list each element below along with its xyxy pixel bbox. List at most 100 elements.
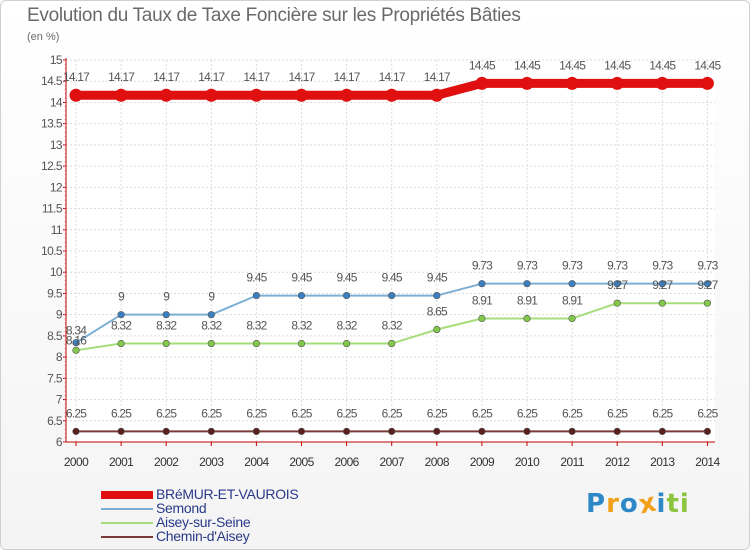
y-tick-label: 8.5 [47, 329, 63, 343]
y-tick-label: 15 [50, 53, 63, 67]
y-tick-label: 13 [50, 138, 63, 152]
data-point [72, 339, 80, 347]
x-tick-label: 2013 [650, 455, 675, 469]
data-point [162, 339, 170, 348]
data-label: 8.34 [66, 324, 87, 338]
data-label: 8.32 [201, 319, 222, 333]
data-label: 14.17 [153, 70, 180, 84]
data-label: 14.45 [514, 58, 541, 72]
data-label: 6.25 [246, 406, 267, 420]
y-tick-label: 7 [56, 393, 63, 407]
legend-swatch [101, 536, 153, 538]
data-label: 9.45 [246, 271, 267, 285]
data-label: 14.17 [243, 70, 270, 84]
data-point [478, 314, 486, 323]
x-tick-label: 2012 [605, 455, 630, 469]
data-label: 8.32 [246, 319, 267, 333]
data-point [252, 291, 260, 300]
data-label: 6.25 [201, 406, 222, 420]
data-label: 9 [118, 290, 125, 304]
data-point [700, 76, 714, 90]
data-point [568, 314, 576, 323]
y-tick-label: 11.5 [42, 202, 63, 216]
legend-label: BRéMUR-ET-VAUROIS [156, 486, 299, 502]
data-point [72, 427, 80, 435]
data-label: 6.25 [156, 406, 177, 420]
logo-letter: i [656, 489, 667, 519]
data-point [295, 88, 308, 102]
data-point [655, 76, 669, 90]
data-label: 6.25 [111, 406, 132, 420]
x-tick-label: 2009 [470, 455, 495, 469]
data-point [343, 291, 351, 300]
data-label: 6.25 [472, 406, 493, 420]
data-label: 6.25 [427, 406, 448, 420]
data-point [117, 311, 125, 319]
data-point [207, 311, 215, 319]
y-tick-label: 10.5 [41, 244, 63, 258]
data-point [343, 339, 351, 348]
y-tick-label: 14.5 [41, 74, 63, 88]
data-point [703, 299, 712, 307]
data-label: 14.45 [604, 58, 631, 72]
data-label: 9.73 [517, 259, 538, 273]
x-tick-label: 2003 [199, 455, 224, 469]
data-point [523, 280, 531, 288]
x-tick-label: 2002 [154, 455, 179, 469]
legend-swatch [101, 491, 153, 499]
data-label: 9 [163, 290, 170, 304]
data-label: 6.25 [697, 406, 718, 420]
data-label: 8.91 [517, 293, 538, 307]
data-label: 9.27 [607, 278, 628, 292]
y-tick-label: 11 [51, 223, 63, 237]
data-label: 6.25 [66, 406, 87, 420]
data-label: 9.45 [337, 271, 358, 285]
y-tick-label: 12.5 [41, 159, 63, 173]
data-point [433, 325, 441, 334]
y-tick-label: 7.5 [47, 371, 63, 385]
data-label: 8.91 [472, 293, 493, 307]
x-tick-label: 2005 [289, 455, 314, 469]
data-point [610, 76, 624, 90]
data-label: 8.16 [66, 333, 87, 347]
data-point [297, 291, 306, 300]
data-point [117, 427, 125, 435]
data-point [249, 88, 263, 102]
data-label: 14.45 [649, 58, 676, 72]
chart-title: Evolution du Taux de Taxe Foncière sur l… [27, 5, 521, 26]
data-point [475, 76, 489, 90]
x-tick-label: 2008 [425, 455, 450, 469]
legend-label: Chemin-d'Aisey [156, 528, 250, 544]
logo-letter: P [586, 489, 607, 519]
data-point [568, 427, 576, 435]
data-label: 9.73 [472, 259, 493, 273]
data-point [565, 76, 579, 90]
data-point [385, 88, 399, 102]
data-label: 9.45 [427, 271, 448, 285]
data-point [252, 427, 260, 435]
data-point [72, 346, 80, 354]
x-tick-label: 2010 [515, 455, 540, 469]
data-label: 9.73 [607, 259, 628, 273]
data-label: 14.17 [334, 70, 361, 84]
data-point [207, 339, 215, 348]
data-label: 14.17 [379, 70, 406, 84]
data-point [520, 76, 534, 90]
data-point [297, 427, 306, 435]
x-tick-label: 2001 [109, 455, 134, 469]
logo-letter: o [619, 489, 639, 519]
x-tick-label: 2000 [64, 455, 89, 469]
data-label: 14.17 [424, 70, 451, 84]
data-label: 9 [208, 290, 215, 304]
data-point [703, 427, 712, 435]
legend-swatch [101, 522, 153, 524]
data-point [252, 339, 260, 348]
data-label: 9.45 [291, 271, 312, 285]
x-tick-label: 2004 [244, 455, 269, 469]
y-tick-label: 10 [50, 265, 63, 279]
data-label: 8.65 [427, 305, 448, 319]
data-point [523, 427, 531, 435]
data-label: 8.32 [111, 319, 132, 333]
data-label: 14.17 [63, 70, 90, 84]
x-tick-label: 2011 [560, 455, 584, 469]
